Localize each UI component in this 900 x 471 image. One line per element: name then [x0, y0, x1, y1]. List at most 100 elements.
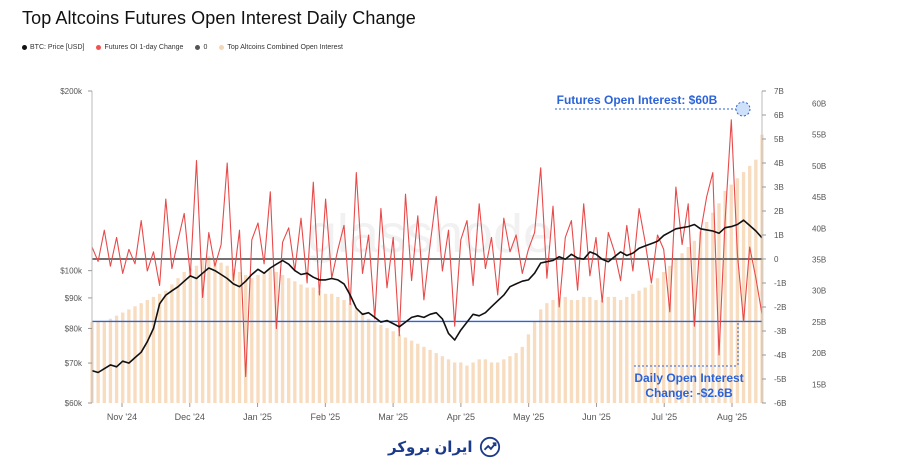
combined-oi-bar — [735, 178, 740, 403]
mid-tick-label: -4B — [774, 351, 786, 360]
combined-oi-bar — [551, 300, 555, 403]
combined-oi-bar — [348, 303, 352, 403]
combined-oi-bar — [373, 321, 377, 403]
combined-oi-bar — [496, 362, 500, 403]
x-tick-label: Aug '25 — [717, 412, 747, 422]
annotation-daily-change-l2: Change: -$2.6B — [645, 386, 733, 400]
combined-oi-bar — [256, 275, 260, 403]
legend-label-zero: 0 — [203, 44, 208, 51]
right-tick-label: 50B — [812, 162, 826, 171]
combined-oi-bar — [182, 271, 186, 403]
chart-legend: BTC: Price [USD] Futures OI 1-day Change… — [22, 44, 343, 51]
combined-oi-bar — [274, 271, 279, 403]
combined-oi-bar — [194, 265, 199, 403]
legend-dot-combined-oi — [219, 45, 225, 50]
combined-oi-bar — [471, 362, 475, 403]
combined-oi-bar — [317, 290, 322, 403]
combined-oi-bar — [600, 300, 604, 403]
combined-oi-bar — [526, 334, 531, 403]
legend-dot-zero — [195, 45, 201, 50]
legend-label-oi-change: Futures OI 1-day Change — [104, 44, 184, 51]
combined-oi-bar — [532, 321, 537, 403]
x-tick-label: Jan '25 — [243, 412, 272, 422]
combined-oi-bar — [151, 296, 156, 403]
annotation-futures-oi: Futures Open Interest: $60B — [557, 93, 718, 107]
combined-oi-bar — [164, 290, 168, 403]
combined-oi-bar — [489, 362, 494, 403]
legend-item-btc-price[interactable]: BTC: Price [USD] — [22, 44, 84, 51]
combined-oi-bar — [330, 293, 334, 403]
combined-oi-bar — [545, 303, 549, 403]
combined-oi-bar — [268, 268, 272, 403]
chart-title: Top Altcoins Futures Open Interest Daily… — [22, 8, 416, 28]
combined-oi-bar — [434, 353, 438, 403]
legend-item-zero[interactable]: 0 — [195, 44, 207, 51]
combined-oi-bar — [108, 318, 113, 403]
combined-oi-bar — [385, 328, 389, 403]
combined-oi-bar — [170, 284, 174, 403]
combined-oi-bar — [231, 268, 236, 403]
combined-oi-bar — [483, 359, 488, 403]
mid-tick-label: -2B — [774, 303, 786, 312]
combined-oi-bar — [250, 278, 254, 403]
legend-dot-btc — [22, 45, 27, 50]
combined-oi-bar — [280, 275, 285, 403]
right-tick-label: 20B — [812, 349, 826, 358]
mid-tick-label: 5B — [774, 135, 784, 144]
combined-oi-bar — [698, 231, 703, 403]
combined-oi-bar — [625, 296, 629, 403]
mid-tick-label: 4B — [774, 159, 784, 168]
combined-oi-bar — [680, 253, 684, 403]
combined-oi-bar — [287, 278, 291, 403]
combined-oi-bar — [200, 259, 205, 403]
combined-oi-bar — [661, 271, 666, 403]
mid-tick-label: 3B — [774, 183, 784, 192]
x-tick-label: Jun '25 — [582, 412, 611, 422]
right-tick-label: 15B — [812, 380, 826, 389]
left-tick-label: $90k — [65, 294, 83, 303]
combined-oi-bar — [711, 212, 715, 403]
combined-oi-bar — [539, 309, 543, 403]
combined-oi-bar — [729, 184, 733, 403]
combined-oi-bar — [575, 300, 580, 403]
combined-oi-bar — [477, 359, 481, 403]
legend-item-combined-oi[interactable]: Top Altcoins Combined Open Interest — [219, 44, 343, 51]
combined-oi-bar — [237, 271, 242, 403]
left-tick-label: $70k — [65, 359, 83, 368]
legend-dot-oi-change — [96, 45, 102, 50]
mid-tick-label: -1B — [774, 279, 786, 288]
combined-oi-bar — [243, 275, 248, 403]
combined-oi-bar — [305, 287, 309, 403]
combined-oi-bar — [366, 318, 371, 403]
combined-oi-bar — [323, 293, 328, 403]
mid-tick-label: -6B — [774, 399, 786, 408]
left-tick-label: $60k — [65, 399, 83, 408]
combined-oi-bar — [588, 296, 592, 403]
right-tick-label: 40B — [812, 224, 826, 233]
combined-oi-bar — [446, 359, 451, 403]
combined-oi-bar — [637, 290, 641, 403]
left-tick-label: $200k — [60, 87, 83, 96]
combined-oi-bar — [674, 259, 678, 403]
legend-item-oi-change[interactable]: Futures OI 1-day Change — [96, 44, 183, 51]
left-tick-label: $80k — [65, 324, 83, 333]
combined-oi-bar — [459, 362, 463, 403]
axes: $60k $70k $80k $90k $100k $200k 7B 6B 5B 4B 3B 2B 1B… — [60, 87, 826, 422]
left-tick-label: $100k — [60, 267, 83, 276]
combined-oi-bar — [465, 365, 469, 403]
combined-oi-bar — [219, 262, 223, 403]
right-tick-label: 55B — [812, 131, 826, 140]
combined-oi-bar — [631, 293, 635, 403]
combined-oi-bar — [157, 293, 162, 403]
combined-oi-bar — [127, 309, 131, 403]
combined-oi-bar — [145, 300, 149, 403]
combined-oi-bar — [336, 296, 340, 403]
annotations: Futures Open Interest: $60B Daily Open I… — [555, 93, 751, 400]
combined-oi-bar — [342, 300, 346, 403]
combined-oi-bar — [502, 359, 506, 403]
combined-oi-bar — [379, 325, 383, 403]
combined-oi-bar — [508, 356, 512, 403]
combined-oi-bar — [403, 337, 408, 403]
combined-oi-bar — [717, 203, 721, 403]
mid-tick-label: 6B — [774, 111, 784, 120]
